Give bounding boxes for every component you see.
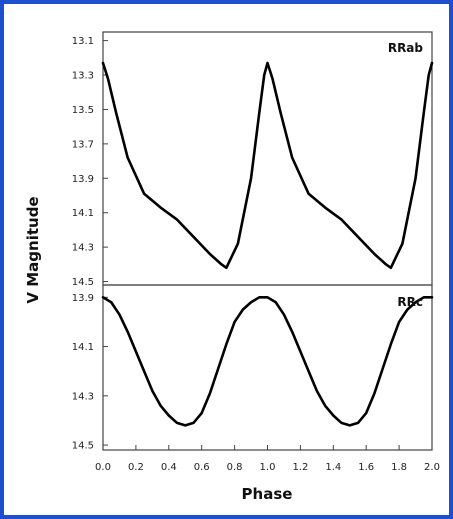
rrab-light-curve — [101, 61, 434, 270]
rrab-y-tick-label: 14.1 — [72, 208, 94, 219]
rrab-y-tick-label: 14.5 — [72, 277, 94, 288]
rrc-light-curve — [101, 296, 434, 427]
rrc-y-tick-label: 14.1 — [72, 342, 94, 353]
x-tick-label: 1.2 — [292, 462, 308, 473]
rrab-y-tick-label: 13.9 — [72, 174, 94, 185]
x-tick-label: 0.6 — [194, 462, 210, 473]
rrab-y-axis: 13.1 13.3 13.5 13.7 13.9 14.1 14.3 14.5 — [72, 36, 108, 288]
rrab-y-tick-label: 13.5 — [72, 105, 94, 116]
rrab-y-tick-label: 13.1 — [72, 36, 94, 47]
rrc-panel: 13.9 14.1 14.3 14.5 RRc — [72, 284, 434, 452]
x-tick-label: 0.4 — [161, 462, 177, 473]
x-tick-label: 0.0 — [95, 462, 111, 473]
rrab-y-tick-label: 13.3 — [72, 71, 94, 82]
rrab-y-tick-label: 13.7 — [72, 139, 94, 150]
x-tick-label: 2.0 — [424, 462, 440, 473]
x-tick-label: 1.6 — [358, 462, 374, 473]
rrab-y-tick-label: 14.3 — [72, 243, 94, 254]
x-tick-label: 1.8 — [391, 462, 407, 473]
x-tick-label: 1.0 — [260, 462, 276, 473]
rrc-y-tick-label: 14.5 — [72, 441, 94, 452]
rrab-panel-label: RRab — [388, 41, 424, 55]
x-tick-label: 0.2 — [128, 462, 144, 473]
rrc-y-tick-label: 14.3 — [72, 391, 94, 402]
rrc-y-tick-label: 13.9 — [72, 293, 94, 304]
x-tick-label: 0.8 — [227, 462, 243, 473]
x-axis-title: Phase — [242, 485, 293, 503]
rrc-panel-label: RRc — [397, 295, 423, 309]
x-axis: 0.0 0.2 0.4 0.6 0.8 1.0 1.2 1.4 1.6 1.8 2.0 — [95, 445, 440, 473]
y-axis-title: V Magnitude — [24, 196, 42, 303]
x-tick-label: 1.4 — [325, 462, 341, 473]
